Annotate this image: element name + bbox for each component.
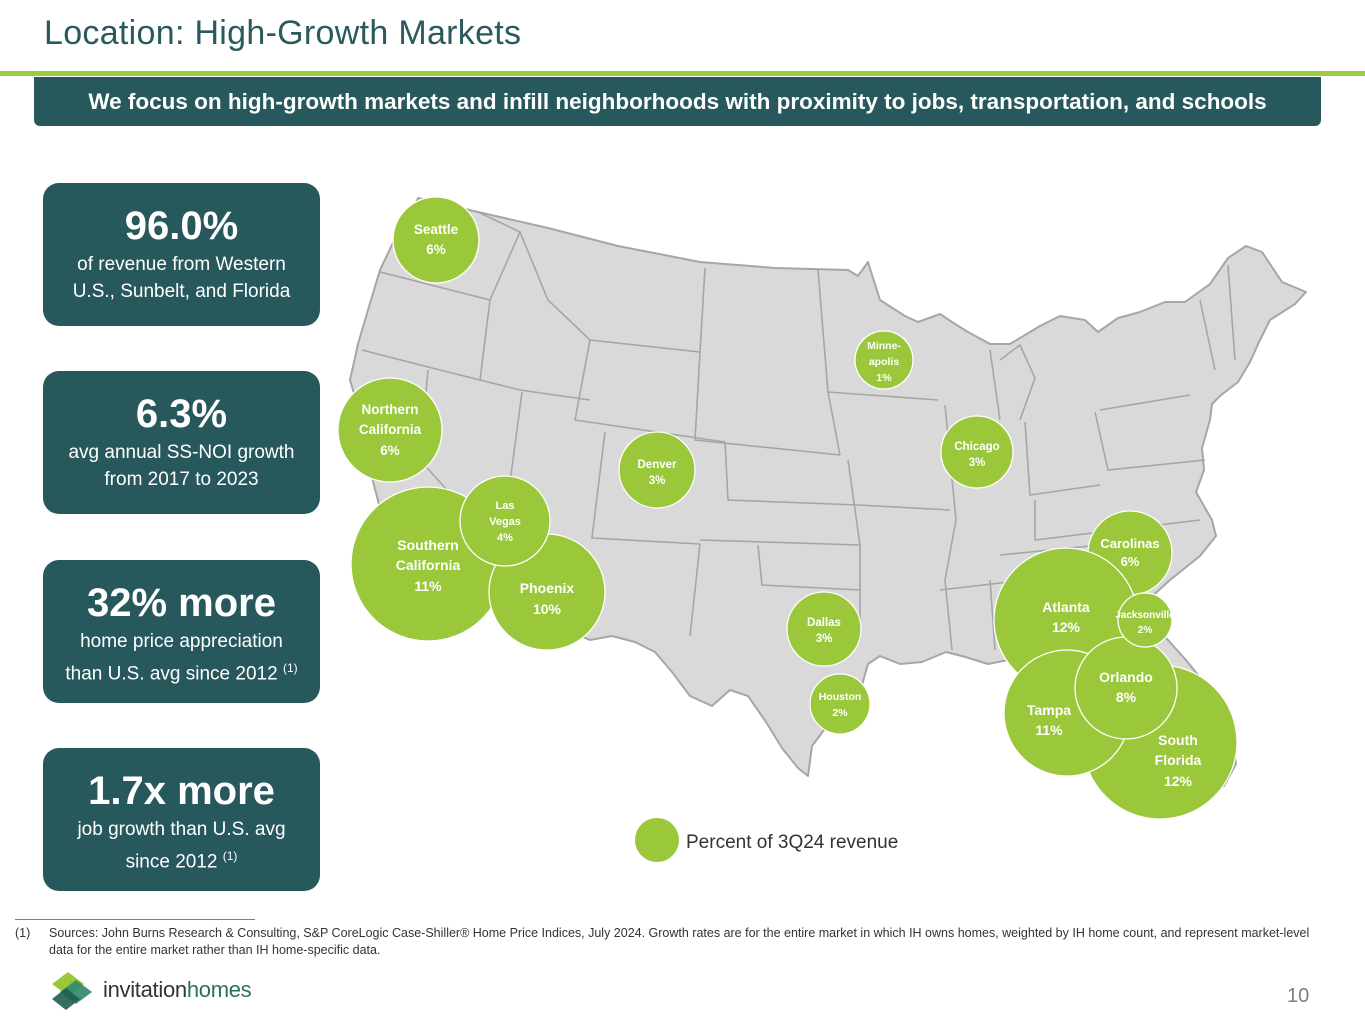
- bubble-jacksonville: Jacksonville 2%: [1115, 592, 1175, 648]
- bubble-label-name: Vegas: [489, 516, 521, 528]
- bubble-dallas: Dallas 3%: [786, 591, 862, 667]
- bubble-label-pct: 1%: [876, 372, 892, 384]
- legend-label: Percent of 3Q24 revenue: [686, 832, 898, 853]
- stat-desc-line: of revenue from Western: [77, 254, 286, 275]
- logo-word-homes: homes: [186, 977, 252, 1002]
- stat-value: 6.3%: [135, 392, 228, 436]
- bubble-minneapolis: Minne- apolis 1%: [854, 330, 914, 390]
- stat-value: 96.0%: [124, 204, 239, 248]
- bubble-label-name: Jacksonville: [1115, 610, 1175, 621]
- logo-word-invitation: invitation: [103, 977, 187, 1002]
- footnote-text: Sources: John Burns Research & Consultin…: [49, 926, 1310, 957]
- bubble-label-name: Southern: [397, 537, 458, 553]
- bubble-label-name: apolis: [869, 356, 900, 368]
- footnote-ref: (1): [222, 849, 238, 863]
- stat-desc-line: avg annual SS-NOI growth: [68, 442, 295, 463]
- bubble-label-name: California: [396, 557, 461, 573]
- bubble-label-pct: 12%: [1052, 619, 1081, 635]
- bubble-seattle: Seattle 6%: [392, 196, 480, 284]
- logo-mark-icon: [52, 972, 92, 1010]
- stat-desc-line: home price appreciation: [80, 631, 283, 652]
- bubble-chicago: Chicago 3%: [940, 415, 1014, 489]
- stat-description: job growth than U.S. avg since 2012 (1): [43, 816, 320, 875]
- stat-desc-line: than U.S. avg since 2012: [65, 663, 278, 685]
- stat-desc-line: job growth than U.S. avg: [77, 819, 286, 840]
- bubble-label-name: Chicago: [954, 441, 999, 453]
- slide-title: Location: High-Growth Markets: [44, 14, 522, 52]
- footnote-ref: (1): [282, 661, 298, 675]
- page-number: 10: [1287, 985, 1310, 1007]
- bubble-label-pct: 6%: [1121, 554, 1140, 569]
- footnote-number: (1): [15, 926, 31, 940]
- stat-box-job-growth: 1.7x more job growth than U.S. avg since…: [43, 748, 320, 891]
- stat-box-noi-growth: 6.3% avg annual SS-NOI growth from 2017 …: [43, 371, 320, 514]
- bubble-label-pct: 10%: [533, 601, 562, 617]
- stat-desc-line: U.S., Sunbelt, and Florida: [72, 281, 291, 302]
- bubble-label-pct: 11%: [414, 578, 442, 594]
- bubble-label-name: Atlanta: [1042, 599, 1090, 615]
- bubble-denver: Denver 3%: [618, 431, 696, 509]
- headline-banner: We focus on high-growth markets and infi…: [34, 77, 1321, 126]
- bubble-label-name: Orlando: [1099, 669, 1153, 685]
- bubble-label-pct: 2%: [1138, 625, 1153, 636]
- bubble-houston: Houston 2%: [809, 673, 871, 735]
- bubble-label-name: Dallas: [807, 617, 841, 629]
- bubble-label-name: Seattle: [414, 222, 459, 237]
- bubble-label-name: Phoenix: [520, 580, 575, 596]
- map-legend: Percent of 3Q24 revenue: [635, 818, 898, 862]
- title-divider: [0, 71, 1365, 76]
- bubble-label-pct: 8%: [1116, 689, 1137, 705]
- bubble-label-name: California: [359, 422, 422, 437]
- bubble-label-name: Houston: [819, 691, 862, 703]
- stat-desc-line: since 2012: [125, 851, 218, 873]
- bubble-las-vegas: Las Vegas 4%: [459, 475, 551, 567]
- footnote-divider: [15, 919, 255, 920]
- bubble-orlando: Orlando 8%: [1074, 636, 1178, 740]
- bubble-label-pct: 6%: [380, 443, 400, 458]
- bubble-label-name: Florida: [1155, 752, 1202, 768]
- market-bubbles: Seattle 6% Northern California 6% Southe…: [337, 196, 1238, 820]
- bubble-label-pct: 2%: [832, 707, 848, 719]
- bubble-label-name: Las: [496, 500, 515, 512]
- bubble-label-pct: 3%: [649, 475, 666, 487]
- bubble-label-pct: 6%: [426, 242, 446, 257]
- bubble-label-name: Minne-: [867, 340, 901, 352]
- bubble-northern-california: Northern California 6%: [337, 377, 443, 483]
- stat-description: avg annual SS-NOI growth from 2017 to 20…: [43, 439, 320, 493]
- stat-description: of revenue from Western U.S., Sunbelt, a…: [43, 251, 320, 305]
- company-logo: invitationhomes: [50, 970, 280, 1014]
- bubble-label-pct: 11%: [1035, 722, 1063, 738]
- logo-wordmark: invitationhomes: [103, 977, 252, 1003]
- stat-value: 32% more: [87, 581, 276, 625]
- bubble-label-pct: 4%: [497, 532, 513, 544]
- bubble-label-name: Tampa: [1027, 702, 1071, 718]
- bubble-label-name: Northern: [362, 402, 419, 417]
- stat-desc-line: from 2017 to 2023: [104, 469, 259, 490]
- bubble-label-pct: 12%: [1164, 773, 1193, 789]
- bubble-label-pct: 3%: [969, 457, 986, 469]
- bubble-label-name: Denver: [638, 459, 678, 471]
- bubble-label-name: Carolinas: [1100, 536, 1159, 551]
- footnote: (1) Sources: John Burns Research & Consu…: [15, 925, 1315, 959]
- bubble-label-pct: 3%: [816, 633, 833, 645]
- stat-value: 1.7x more: [88, 769, 275, 813]
- bubble-label-name: South: [1158, 732, 1198, 748]
- stat-box-home-price: 32% more home price appreciation than U.…: [43, 560, 320, 703]
- stat-box-revenue-share: 96.0% of revenue from Western U.S., Sunb…: [43, 183, 320, 326]
- legend-bubble-icon: [635, 818, 679, 862]
- stat-description: home price appreciation than U.S. avg si…: [43, 628, 320, 687]
